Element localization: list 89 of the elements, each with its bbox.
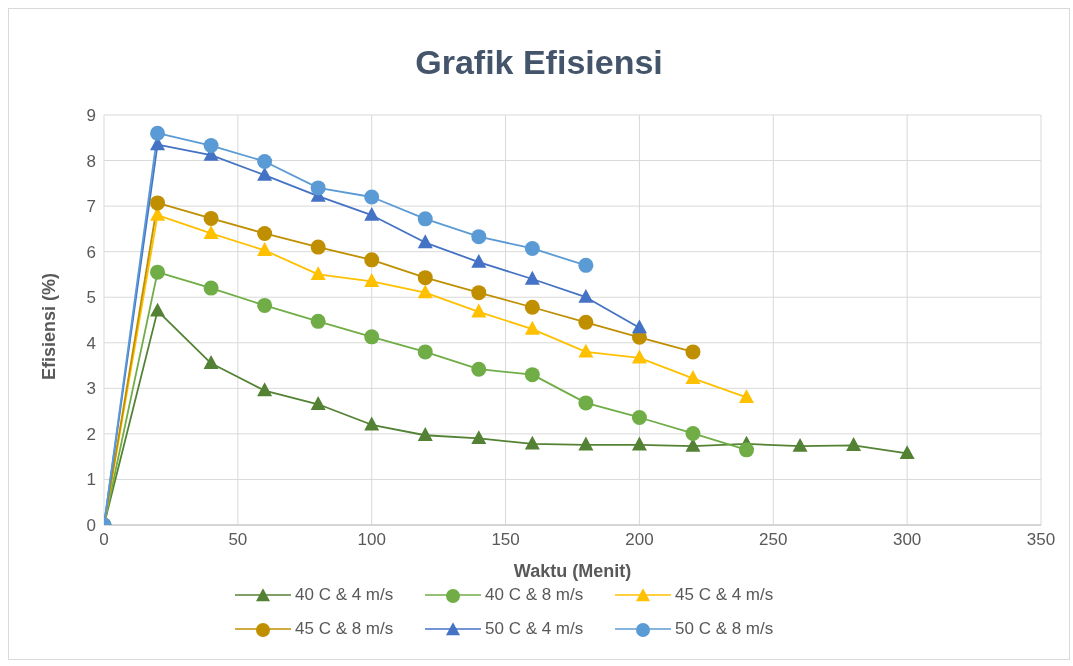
point xyxy=(631,319,647,334)
point xyxy=(417,270,433,286)
x-tick-label: 0 xyxy=(99,530,109,550)
y-tick-label: 0 xyxy=(86,516,96,536)
point xyxy=(417,284,433,299)
point xyxy=(685,425,701,441)
y-tick-label: 1 xyxy=(86,470,96,490)
y-tick-label: 5 xyxy=(86,288,96,308)
point xyxy=(578,343,594,358)
point xyxy=(310,266,326,281)
point xyxy=(310,239,326,255)
point xyxy=(310,180,326,196)
point xyxy=(203,138,219,154)
x-tick-label: 200 xyxy=(625,530,654,550)
point xyxy=(257,297,273,313)
legend-label: 45 C & 4 m/s xyxy=(675,585,774,605)
chart-title: Grafik Efisiensi xyxy=(414,42,664,83)
point xyxy=(364,329,380,345)
point xyxy=(524,367,540,383)
point xyxy=(417,427,433,441)
point xyxy=(846,437,862,451)
y-tick-label: 4 xyxy=(86,333,96,353)
point xyxy=(792,437,808,452)
point xyxy=(203,225,219,240)
point xyxy=(524,299,540,315)
point xyxy=(631,409,647,425)
point xyxy=(471,361,487,377)
point xyxy=(471,303,487,318)
point xyxy=(364,273,380,287)
point xyxy=(524,240,540,256)
point xyxy=(364,252,380,268)
point xyxy=(578,288,594,303)
legend-label: 50 C & 8 m/s xyxy=(675,619,774,639)
x-tick-label: 250 xyxy=(759,530,788,550)
point xyxy=(150,264,166,280)
x-tick-label: 350 xyxy=(1026,530,1056,550)
point xyxy=(364,189,380,205)
point xyxy=(471,430,487,445)
point xyxy=(685,344,701,360)
point xyxy=(150,195,166,211)
point xyxy=(310,313,326,329)
y-tick-label: 7 xyxy=(86,197,96,217)
x-tick-label: 300 xyxy=(892,530,922,550)
x-axis-title: Waktu (Menit) xyxy=(513,561,632,581)
point xyxy=(203,355,219,369)
point xyxy=(578,436,594,451)
y-tick-label: 9 xyxy=(86,106,96,126)
point xyxy=(364,206,380,221)
point xyxy=(471,229,487,245)
point xyxy=(631,436,647,451)
point xyxy=(203,280,219,296)
point xyxy=(417,211,433,227)
point xyxy=(739,442,755,458)
point xyxy=(899,445,915,460)
point xyxy=(257,166,273,181)
point xyxy=(524,270,540,285)
point xyxy=(524,320,540,335)
point xyxy=(257,225,273,241)
x-tick-label: 150 xyxy=(491,530,520,550)
point xyxy=(257,242,273,256)
x-tick-label: 100 xyxy=(357,530,386,550)
point xyxy=(685,370,701,384)
point xyxy=(578,395,594,411)
legend-label: 40 C & 4 m/s xyxy=(295,585,394,605)
y-tick-label: 6 xyxy=(86,242,96,262)
point xyxy=(257,153,273,169)
y-tick-label: 8 xyxy=(86,151,96,171)
y-tick-label: 2 xyxy=(86,424,96,444)
point xyxy=(364,416,380,431)
y-tick-label: 3 xyxy=(86,379,96,399)
point xyxy=(150,302,166,317)
point xyxy=(257,382,273,397)
point xyxy=(471,285,487,301)
point xyxy=(417,234,433,249)
point xyxy=(578,314,594,330)
legend-label: 40 C & 8 m/s xyxy=(485,585,584,605)
point xyxy=(203,210,219,226)
x-tick-label: 50 xyxy=(228,530,248,550)
point xyxy=(417,344,433,360)
legend-label: 45 C & 8 m/s xyxy=(295,619,394,639)
point xyxy=(631,349,647,364)
point xyxy=(150,125,166,141)
point xyxy=(739,389,755,404)
point xyxy=(310,396,326,410)
point xyxy=(471,253,487,268)
legend-label: 50 C & 4 m/s xyxy=(485,619,584,639)
point xyxy=(578,257,594,273)
point xyxy=(524,435,540,450)
y-axis-title: Efisiensi (%) xyxy=(39,272,60,380)
